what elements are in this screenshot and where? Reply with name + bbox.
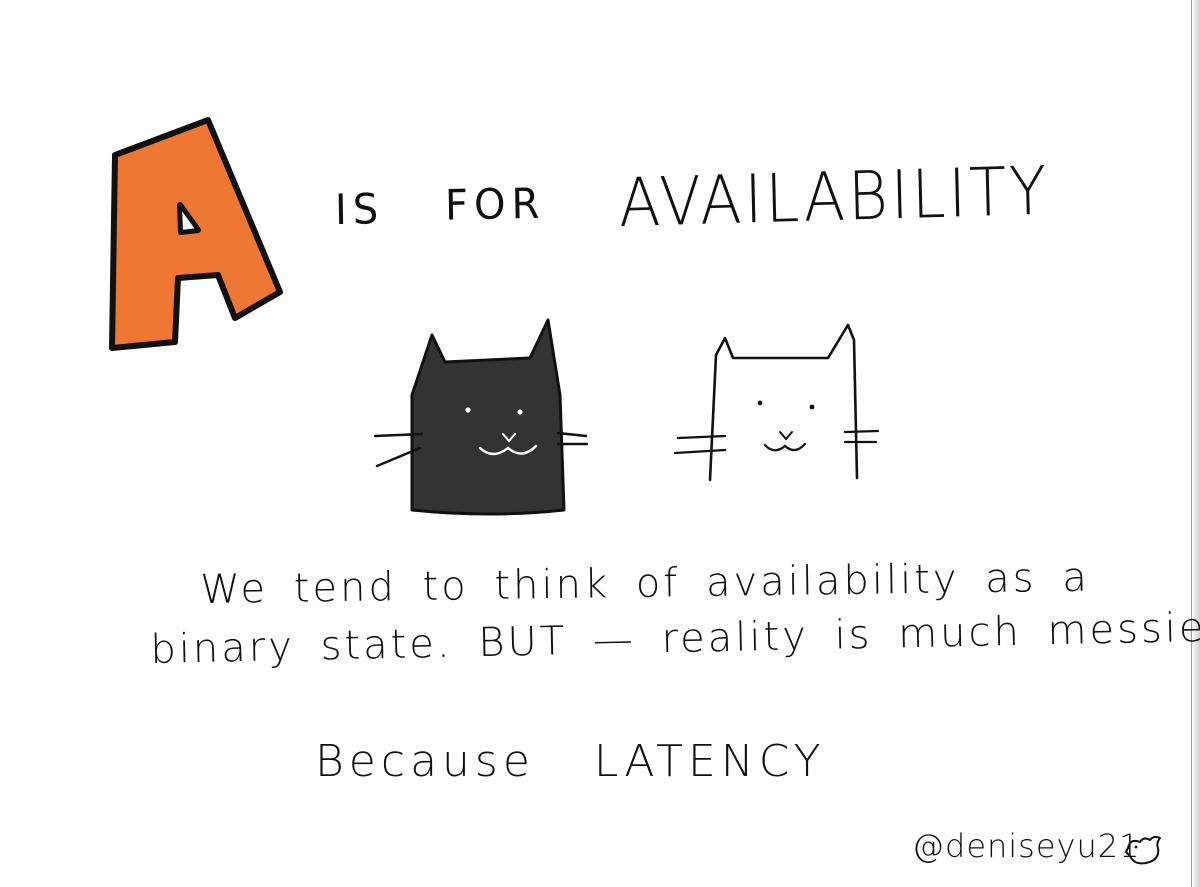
body-line-1: We tend to think of availability as a bbox=[199, 554, 1091, 613]
body-line-2: binary state. BUT — reality is much mess… bbox=[149, 604, 1200, 673]
title-for: FOR bbox=[444, 179, 546, 231]
title-availability: AVAILABILITY bbox=[617, 151, 1051, 243]
title-is: IS bbox=[334, 185, 385, 235]
closing-line: Because LATENCY bbox=[315, 736, 826, 787]
author-credit: @deniseyu21 bbox=[912, 827, 1141, 865]
black-cat-icon bbox=[373, 318, 589, 516]
cats-illustration bbox=[373, 318, 880, 516]
white-cat-icon bbox=[673, 323, 880, 482]
page-edge bbox=[1191, 0, 1200, 887]
bird-icon bbox=[1125, 835, 1161, 865]
orange-letter-a-icon bbox=[109, 117, 283, 351]
